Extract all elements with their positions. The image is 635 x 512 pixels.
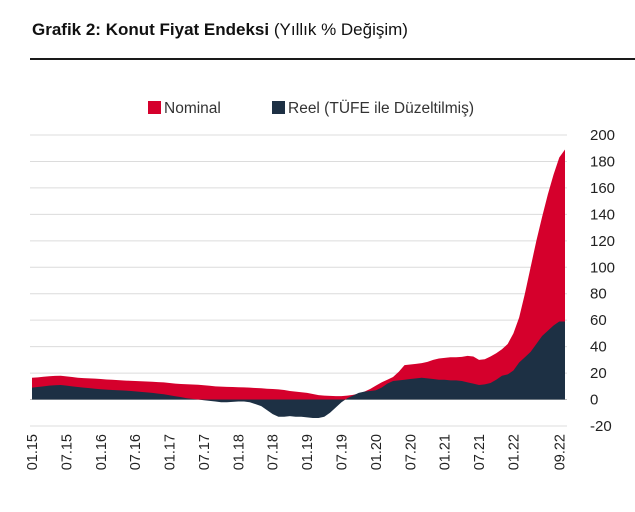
y-tick-label: -20 (590, 418, 612, 435)
series-areas (32, 149, 565, 419)
y-axis-ticks: -20 0 20 40 60 80 100 120 140 160 180 200 (590, 127, 615, 435)
x-tick-label: 01.19 (300, 434, 316, 470)
y-tick-label: 100 (590, 259, 615, 276)
y-tick-label: 140 (590, 206, 615, 223)
x-tick-label: 07.20 (403, 434, 419, 470)
chart-title-main: Grafik 2: Konut Fiyat Endeksi (32, 20, 270, 39)
legend-swatch (148, 101, 161, 114)
x-tick-label: 09.22 (552, 434, 568, 470)
legend-label: Reel (TÜFE ile Düzeltilmiş) (288, 99, 474, 117)
y-tick-label: 160 (590, 180, 615, 197)
legend-item-reel: Reel (TÜFE ile Düzeltilmiş) (272, 99, 474, 117)
series-area-reel (32, 321, 565, 419)
title-divider (30, 58, 635, 60)
x-tick-label: 07.19 (334, 434, 350, 470)
y-tick-label: 80 (590, 286, 607, 303)
y-tick-label: 20 (590, 365, 607, 382)
y-tick-label: 40 (590, 339, 607, 356)
legend-swatch (272, 101, 285, 114)
x-tick-label: 07.17 (197, 434, 213, 470)
y-tick-label: 60 (590, 312, 607, 329)
legend-item-nominal: Nominal (148, 100, 221, 117)
y-tick-label: 200 (590, 127, 615, 144)
x-tick-label: 01.21 (438, 434, 454, 470)
x-tick-label: 01.16 (94, 434, 110, 470)
y-tick-label: 120 (590, 233, 615, 250)
x-tick-label: 07.18 (266, 434, 282, 470)
x-tick-label: 01.20 (369, 434, 385, 470)
legend-label: Nominal (164, 100, 221, 117)
x-tick-label: 07.15 (59, 434, 75, 470)
x-tick-label: 07.16 (128, 434, 144, 470)
y-tick-label: 180 (590, 153, 615, 170)
x-tick-label: 01.22 (506, 434, 522, 470)
x-axis-ticks: 01.15 07.15 01.16 07.16 01.17 07.17 01.18 07.18… (25, 434, 568, 470)
series-area-nominal (32, 149, 565, 400)
x-tick-label: 01.18 (231, 434, 247, 470)
y-tick-label: 0 (590, 392, 598, 409)
x-tick-label: 01.17 (163, 434, 179, 470)
chart-title: Grafik 2: Konut Fiyat Endeksi (Yıllık % … (32, 20, 408, 40)
x-tick-label: 01.15 (25, 434, 41, 470)
legend: Nominal Reel (TÜFE ile Düzeltilmiş) (148, 99, 474, 117)
x-tick-label: 07.21 (472, 434, 488, 470)
chart-title-subtitle: (Yıllık % Değişim) (273, 20, 408, 39)
